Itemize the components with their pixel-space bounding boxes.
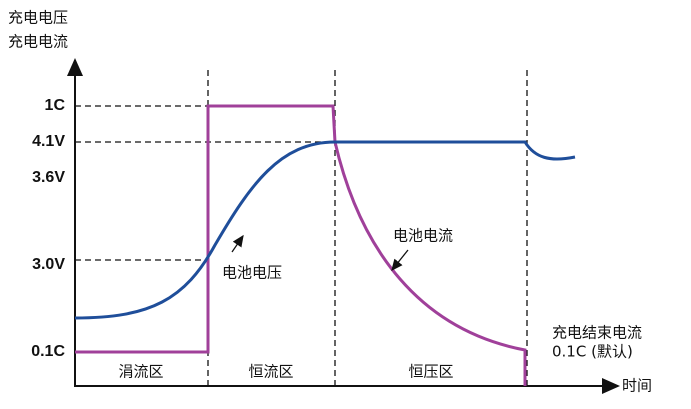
zone-label: 恒流区 — [248, 363, 293, 381]
y-label-1: 充电电压 — [8, 9, 68, 27]
arrow — [391, 249, 409, 272]
voltage-curve — [74, 140, 576, 320]
arrow — [231, 234, 244, 253]
level-label: 3.6V — [32, 169, 65, 186]
annotation: 充电结束电流 — [552, 324, 642, 342]
level-label: 3.0V — [32, 256, 65, 273]
guides — [75, 70, 528, 386]
annotation: 电池电流 — [393, 227, 453, 245]
annotation: 0.1C (默认) — [552, 343, 633, 361]
annotation: 电池电压 — [222, 264, 282, 282]
level-label: 0.1C — [31, 343, 65, 360]
zone-label: 恒压区 — [408, 363, 453, 381]
x-label: 时间 — [622, 377, 652, 395]
level-label: 4.1V — [32, 133, 65, 150]
zone-label: 涓流区 — [118, 363, 163, 381]
y-label-2: 充电电流 — [8, 33, 68, 51]
level-label: 1C — [45, 97, 66, 114]
